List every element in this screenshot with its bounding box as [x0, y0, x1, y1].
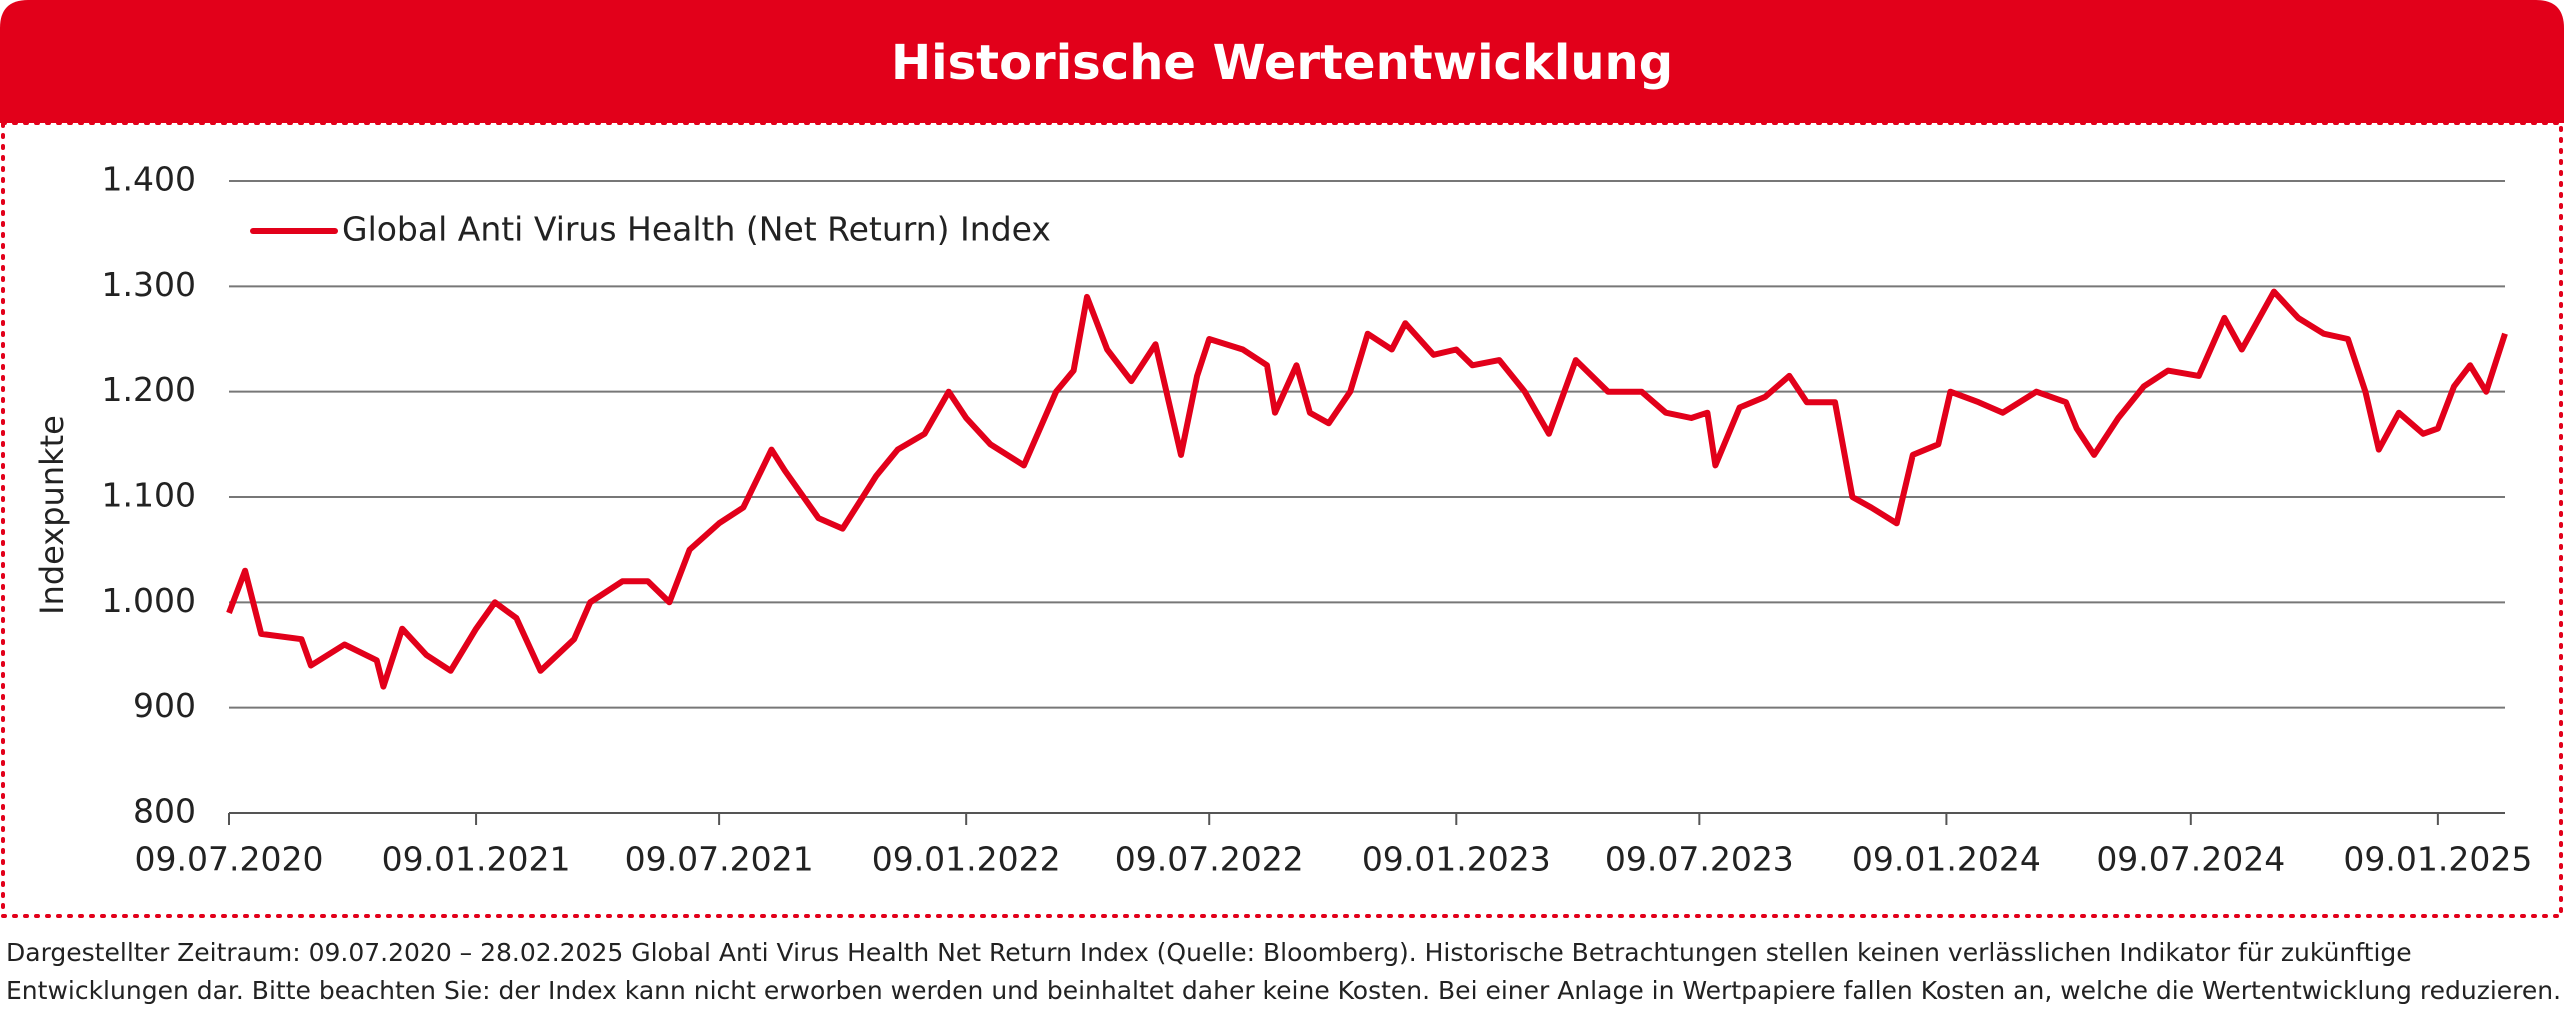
- footnote: Dargestellter Zeitraum: 09.07.2020 – 28.…: [6, 938, 2412, 967]
- y-axis-label: Indexpunkte: [33, 415, 71, 615]
- y-tick-label: 1.300: [102, 265, 196, 304]
- x-tick-label: 09.01.2025: [2343, 840, 2532, 879]
- x-tick-label: 09.01.2023: [1362, 840, 1551, 879]
- legend-label: Global Anti Virus Health (Net Return) In…: [342, 210, 1051, 249]
- header-bar: [0, 0, 2564, 123]
- x-tick-label: 09.01.2024: [1852, 840, 2041, 879]
- footnote: Entwicklungen dar. Bitte beachten Sie: d…: [6, 976, 2561, 1005]
- x-tick-label: 09.01.2022: [872, 840, 1061, 879]
- y-tick-label: 1.400: [102, 160, 196, 199]
- x-tick-label: 09.01.2021: [382, 840, 571, 879]
- y-tick-label: 1.000: [102, 581, 196, 620]
- frame: [1, 121, 2563, 918]
- y-tick-label: 1.100: [102, 476, 196, 515]
- x-tick-label: 09.07.2023: [1605, 840, 1794, 879]
- chart-title: Historische Wertentwicklung: [891, 35, 1673, 91]
- x-tick-label: 09.07.2022: [1115, 840, 1304, 879]
- x-tick-label: 09.07.2024: [2096, 840, 2285, 879]
- y-tick-label: 900: [133, 686, 196, 725]
- y-tick-label: 1.200: [102, 370, 196, 409]
- y-tick-label: 800: [133, 792, 196, 831]
- line-series: [226, 288, 2508, 690]
- x-tick-label: 09.07.2020: [135, 840, 324, 879]
- x-tick-label: 09.07.2021: [625, 840, 814, 879]
